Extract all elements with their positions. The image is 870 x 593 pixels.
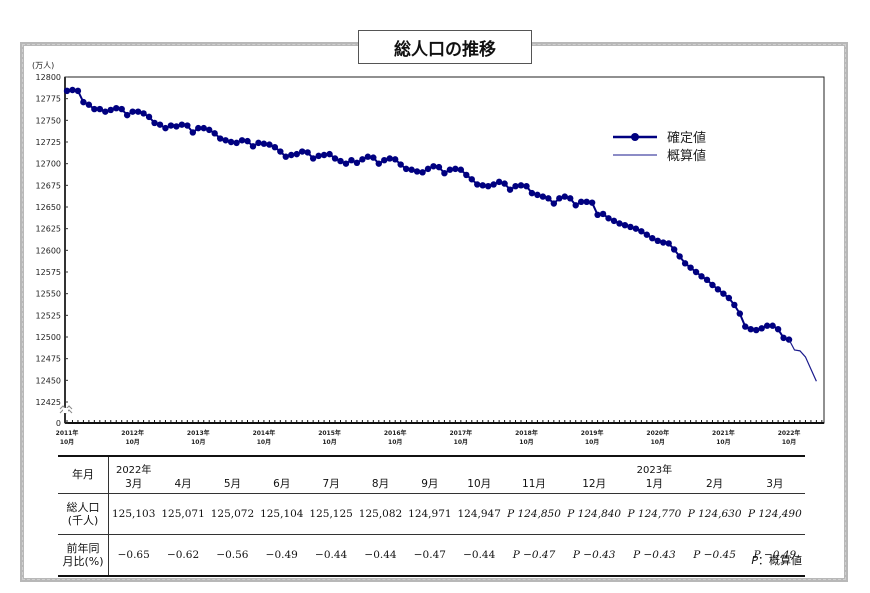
svg-text:12625: 12625 — [36, 225, 61, 234]
svg-text:12675: 12675 — [36, 181, 61, 190]
svg-text:10月: 10月 — [519, 438, 533, 446]
svg-text:2018年: 2018年 — [515, 429, 538, 437]
table-row-month: 年月 2022年 3月 4月 5月 6月 7月 8月 9月 10月 11月 12月… — [58, 456, 805, 494]
svg-text:10月: 10月 — [322, 438, 336, 446]
chart-title: 総人口の推移 — [358, 30, 532, 64]
population-cell: P 124,850 — [503, 493, 565, 535]
svg-text:2022年: 2022年 — [778, 429, 801, 437]
month-header: 11月 — [522, 478, 546, 490]
yoy-cell: −0.65 — [108, 534, 159, 576]
population-cell: P 124,770 — [624, 493, 685, 535]
population-cell: 125,072 — [207, 493, 258, 535]
population-cell: 125,125 — [306, 493, 356, 535]
svg-text:10月: 10月 — [257, 438, 271, 446]
row-header-yoy: 前年同 月比(%) — [58, 534, 109, 576]
svg-text:10月: 10月 — [716, 438, 730, 446]
svg-text:2021年: 2021年 — [712, 429, 735, 437]
month-header: 2022年 3月 — [115, 465, 152, 490]
svg-text:2014年: 2014年 — [253, 429, 276, 437]
svg-text:10月: 10月 — [651, 438, 665, 446]
svg-text:12550: 12550 — [36, 290, 61, 299]
svg-text:(万人): (万人) — [32, 61, 54, 70]
svg-text:2012年: 2012年 — [121, 429, 144, 437]
population-cell: P 124,630 — [684, 493, 745, 535]
svg-text:12500: 12500 — [36, 333, 61, 342]
svg-text:12450: 12450 — [36, 376, 61, 385]
svg-text:10月: 10月 — [191, 438, 205, 446]
population-cell: 125,071 — [158, 493, 208, 535]
yoy-cell: −0.49 — [257, 534, 307, 576]
population-table: 年月 2022年 3月 4月 5月 6月 7月 8月 9月 10月 11月 12月… — [58, 455, 805, 577]
yoy-cell: −0.62 — [158, 534, 208, 576]
yoy-cell: P −0.45 — [684, 534, 745, 576]
svg-text:2013年: 2013年 — [187, 429, 210, 437]
month-header: 12月 — [582, 478, 607, 490]
footnote-estimate: P：概算値 — [751, 552, 802, 568]
chart-series — [63, 86, 817, 382]
svg-text:12650: 12650 — [36, 203, 61, 212]
svg-text:12775: 12775 — [36, 95, 61, 104]
svg-text:10月: 10月 — [585, 438, 599, 446]
footnote-text: ：概算値 — [758, 554, 802, 567]
yoy-cell: P −0.49 — [744, 534, 805, 576]
svg-text:確定値: 確定値 — [667, 130, 706, 146]
yoy-cell: −0.56 — [207, 534, 258, 576]
month-header: 3月 — [766, 478, 784, 490]
svg-text:10月: 10月 — [388, 438, 402, 446]
month-header: 10月 — [467, 478, 492, 490]
population-cell: 125,082 — [355, 493, 406, 535]
svg-text:12800: 12800 — [36, 73, 61, 82]
svg-text:0: 0 — [56, 419, 61, 428]
svg-text:2016年: 2016年 — [384, 429, 407, 437]
svg-text:12575: 12575 — [36, 268, 61, 277]
month-header: 6月 — [273, 478, 291, 490]
svg-text:12725: 12725 — [36, 138, 61, 147]
svg-text:2019年: 2019年 — [581, 429, 604, 437]
yoy-cell: −0.44 — [454, 534, 504, 576]
row-header-population: 総人口 (千人) — [58, 493, 109, 535]
yoy-cell: −0.47 — [405, 534, 455, 576]
month-header: 8月 — [371, 478, 390, 490]
svg-text:2015年: 2015年 — [318, 429, 341, 437]
svg-text:12525: 12525 — [36, 311, 61, 320]
svg-text:10月: 10月 — [454, 438, 468, 446]
yoy-cell: −0.44 — [306, 534, 356, 576]
svg-text:12425: 12425 — [36, 398, 61, 407]
population-cell: P 124,840 — [564, 493, 625, 535]
table-row-population: 総人口 (千人) 125,103 125,071 125,072 125,104 125… — [58, 493, 805, 535]
svg-text:概算値: 概算値 — [667, 148, 706, 164]
chart-frame — [20, 42, 848, 582]
chart-axes: (万人) 12800 12775 12750 12725 12700 12675 12650 1… — [32, 61, 825, 446]
svg-text:2017年: 2017年 — [449, 429, 472, 437]
population-cell: 124,971 — [405, 493, 455, 535]
population-cell: 124,947 — [454, 493, 504, 535]
svg-text:10月: 10月 — [125, 438, 139, 446]
footnote-p-mark: P — [751, 554, 758, 567]
population-cell: P 124,490 — [744, 493, 805, 535]
month-header: 7月 — [322, 478, 340, 490]
population-cell: 125,104 — [257, 493, 307, 535]
yoy-cell: P −0.43 — [564, 534, 625, 576]
yoy-cell: −0.44 — [355, 534, 406, 576]
row-header-month: 年月 — [58, 456, 109, 494]
month-header: 4月 — [174, 478, 192, 490]
table-row-yoy: 前年同 月比(%) −0.65 −0.62 −0.56 −0.49 −0.44 −0.44… — [58, 534, 805, 576]
svg-text:12600: 12600 — [36, 246, 61, 255]
svg-text:12700: 12700 — [36, 160, 61, 169]
svg-text:12750: 12750 — [36, 116, 61, 125]
month-header: 2023年 1月 — [636, 465, 673, 490]
svg-text:10月: 10月 — [60, 438, 74, 446]
svg-text:10月: 10月 — [782, 438, 796, 446]
month-header: 5月 — [223, 478, 241, 490]
yoy-cell: P −0.47 — [503, 534, 565, 576]
svg-text:2020年: 2020年 — [646, 429, 669, 437]
svg-text:12475: 12475 — [36, 355, 61, 364]
svg-text:2011年: 2011年 — [56, 429, 79, 437]
month-header: 9月 — [421, 478, 439, 490]
month-header: 2月 — [706, 478, 724, 490]
yoy-cell: P −0.43 — [624, 534, 685, 576]
population-cell: 125,103 — [108, 493, 159, 535]
